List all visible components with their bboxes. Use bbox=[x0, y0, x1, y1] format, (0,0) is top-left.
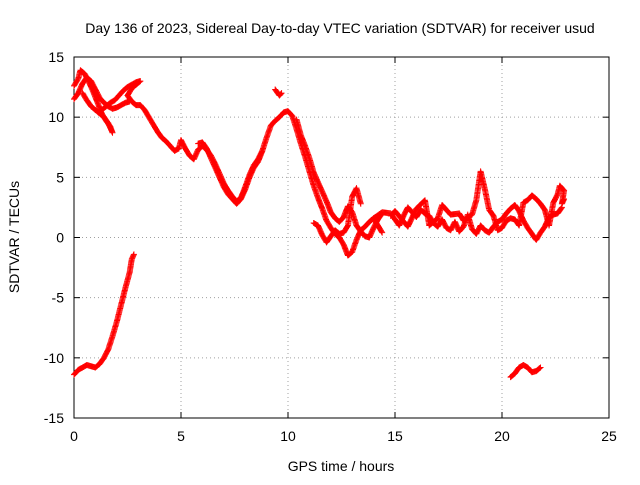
series-arc-4 bbox=[195, 139, 266, 207]
data-point bbox=[537, 364, 544, 371]
data-point bbox=[79, 90, 86, 97]
y-tick-label: -5 bbox=[52, 290, 65, 306]
series-arc-7 bbox=[310, 185, 364, 246]
y-tick-label: 15 bbox=[48, 49, 64, 65]
data-point bbox=[130, 251, 137, 258]
data-point bbox=[278, 90, 285, 97]
y-tick-label: -15 bbox=[44, 410, 64, 426]
data-point bbox=[536, 365, 543, 372]
y-tick-label: -10 bbox=[44, 350, 64, 366]
y-tick-label: 10 bbox=[48, 109, 64, 125]
series-arc-2 bbox=[71, 67, 116, 136]
x-tick-label: 15 bbox=[387, 428, 403, 444]
y-axis-ticks: -15 -10 -5 0 5 10 15 bbox=[44, 49, 609, 426]
x-tick-label: 20 bbox=[494, 428, 510, 444]
x-tick-label: 5 bbox=[177, 428, 185, 444]
series-arc-9 bbox=[387, 168, 568, 234]
x-axis-label: GPS time / hours bbox=[288, 458, 395, 474]
chart-title: Day 136 of 2023, Sidereal Day-to-day VTE… bbox=[85, 20, 594, 36]
y-tick-label: 5 bbox=[56, 169, 64, 185]
x-tick-label: 0 bbox=[70, 428, 78, 444]
grid bbox=[74, 57, 609, 418]
series-arc-8 bbox=[370, 202, 565, 243]
data-point bbox=[379, 229, 386, 236]
data-point bbox=[536, 365, 543, 372]
y-axis-label: SDTVAR / TECUs bbox=[6, 181, 22, 293]
x-tick-label: 10 bbox=[280, 428, 296, 444]
x-tick-label: 25 bbox=[601, 428, 617, 444]
data-point bbox=[561, 195, 568, 202]
data-point bbox=[378, 228, 385, 235]
data-point bbox=[558, 205, 565, 212]
x-axis-ticks: 0 5 10 15 20 25 bbox=[70, 57, 617, 444]
data-point bbox=[80, 91, 87, 98]
data-point bbox=[259, 147, 266, 154]
y-tick-label: 0 bbox=[56, 230, 64, 246]
series-arc-6 bbox=[293, 116, 386, 241]
series-arc-5 bbox=[272, 86, 285, 99]
data-points bbox=[71, 67, 568, 381]
series-arc-10 bbox=[71, 251, 137, 378]
series-arc-11 bbox=[507, 362, 544, 381]
data-point bbox=[357, 200, 364, 207]
data-point bbox=[277, 90, 284, 97]
